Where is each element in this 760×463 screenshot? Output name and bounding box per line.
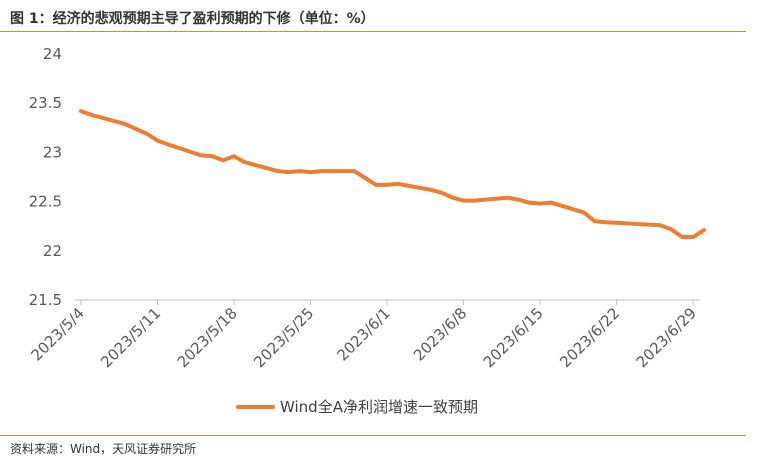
- x-tick-label: 2023/6/8: [410, 304, 470, 364]
- y-tick-label: 23.5: [29, 94, 62, 112]
- series-line: [79, 109, 706, 239]
- title-divider: [0, 31, 746, 32]
- source-note: 资料来源：Wind，天风证券研究所: [10, 442, 197, 456]
- y-tick-label: 24: [43, 45, 62, 63]
- y-tick-label: 22.5: [29, 193, 62, 211]
- x-tick-label: 2023/5/25: [250, 304, 317, 371]
- x-tick-label: 2023/5/4: [27, 304, 87, 364]
- y-tick-label: 23: [43, 143, 62, 161]
- x-tick-label: 2023/6/29: [633, 304, 700, 371]
- x-tick-label: 2023/6/15: [480, 304, 547, 371]
- chart-title: 图 1：经济的悲观预期主导了盈利预期的下修（单位：%）: [10, 11, 375, 27]
- x-tick-label: 2023/5/11: [97, 304, 164, 371]
- footer-divider: [0, 435, 746, 436]
- x-tick-label: 2023/6/1: [333, 304, 393, 364]
- y-tick-label: 22: [43, 242, 62, 260]
- y-tick-label: 21.5: [29, 291, 62, 309]
- x-tick-label: 2023/6/22: [556, 304, 623, 371]
- legend-label: Wind全A净利润增速一致预期: [280, 398, 478, 416]
- x-tick-label: 2023/5/18: [174, 304, 241, 371]
